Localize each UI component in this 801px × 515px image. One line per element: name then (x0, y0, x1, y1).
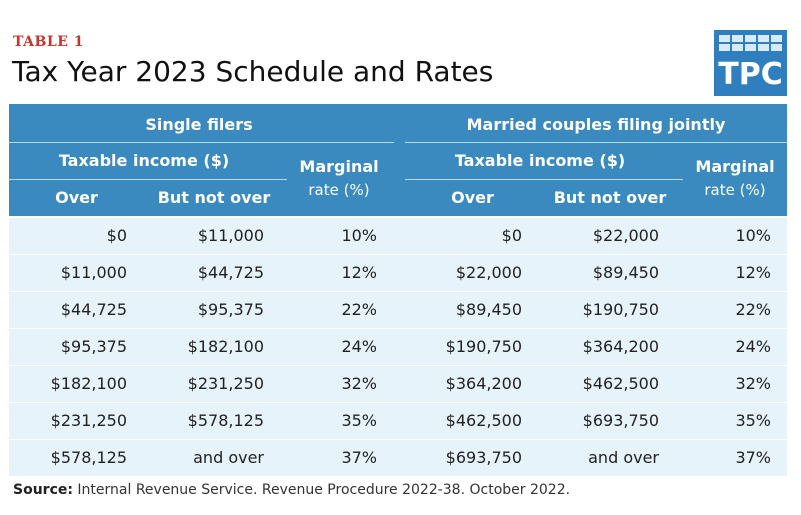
cell-married-over: $0 (501, 226, 522, 245)
cell-single-over: $0 (106, 226, 127, 245)
logo-grid-icon (719, 35, 782, 51)
col-group-taxable-income-married: Taxable income ($) (454, 151, 626, 170)
cell-single-over: $578,125 (50, 448, 127, 467)
cell-married-rate: 24% (735, 337, 771, 356)
cell-married-rate: 32% (735, 374, 771, 393)
table-number-label: TABLE 1 (13, 34, 84, 50)
table-row: $0 $11,000 10% $0 $22,000 10% (9, 218, 787, 254)
source-text: Internal Revenue Service. Revenue Proced… (72, 482, 571, 498)
cell-single-over: $231,250 (50, 411, 127, 430)
tpc-logo: TPC (714, 30, 787, 96)
table-row: $11,000 $44,725 12% $22,000 $89,450 12% (9, 255, 787, 291)
cell-single-rate: 10% (341, 226, 377, 245)
cell-married-not-over: $693,750 (582, 411, 659, 430)
cell-single-over: $182,100 (50, 374, 127, 393)
source-note: Source: Internal Revenue Service. Revenu… (13, 482, 570, 498)
cell-married-rate: 12% (735, 263, 771, 282)
cell-single-rate: 12% (341, 263, 377, 282)
col-header-rate-single: rate (%) (308, 181, 370, 199)
cell-single-not-over: $95,375 (197, 300, 264, 319)
cell-married-rate: 10% (735, 226, 771, 245)
cell-married-over: $364,200 (445, 374, 522, 393)
divider (405, 142, 787, 143)
cell-single-not-over: $578,125 (187, 411, 264, 430)
divider (9, 142, 394, 143)
cell-married-rate: 35% (735, 411, 771, 430)
col-header-but-not-over-married: But not over (553, 188, 667, 207)
cell-single-rate: 37% (341, 448, 377, 467)
cell-married-over: $190,750 (445, 337, 522, 356)
col-header-over-married: Over (451, 188, 494, 207)
cell-single-over: $44,725 (60, 300, 127, 319)
col-header-but-not-over-single: But not over (157, 188, 271, 207)
col-header-marginal-single: Marginal (299, 157, 379, 176)
cell-married-over: $693,750 (445, 448, 522, 467)
source-label: Source: (13, 482, 73, 498)
cell-single-not-over: $11,000 (197, 226, 264, 245)
cell-single-not-over: $44,725 (197, 263, 264, 282)
cell-single-rate: 32% (341, 374, 377, 393)
cell-single-not-over: $182,100 (187, 337, 264, 356)
col-header-over-single: Over (55, 188, 98, 207)
divider (405, 179, 683, 180)
cell-married-rate: 22% (735, 300, 771, 319)
cell-single-over: $95,375 (60, 337, 127, 356)
cell-single-rate: 35% (341, 411, 377, 430)
group-header-married: Married couples filing jointly (466, 115, 726, 134)
table-row: $95,375 $182,100 24% $190,750 $364,200 2… (9, 329, 787, 365)
table-row: $578,125 and over 37% $693,750 and over … (9, 440, 787, 476)
cell-married-not-over: $89,450 (592, 263, 659, 282)
cell-married-not-over: $190,750 (582, 300, 659, 319)
col-header-rate-married: rate (%) (704, 181, 766, 199)
cell-married-over: $462,500 (445, 411, 522, 430)
cell-married-not-over: $462,500 (582, 374, 659, 393)
divider (9, 179, 287, 180)
table-row: $44,725 $95,375 22% $89,450 $190,750 22% (9, 292, 787, 328)
table-row: $231,250 $578,125 35% $462,500 $693,750 … (9, 403, 787, 439)
cell-married-not-over: and over (588, 448, 659, 467)
cell-single-rate: 22% (341, 300, 377, 319)
table-row: $182,100 $231,250 32% $364,200 $462,500 … (9, 366, 787, 402)
cell-single-rate: 24% (341, 337, 377, 356)
col-header-marginal-married: Marginal (695, 157, 775, 176)
table-header: Single filers Taxable income ($) Over Bu… (9, 104, 787, 216)
cell-single-not-over: $231,250 (187, 374, 264, 393)
page-title: Tax Year 2023 Schedule and Rates (12, 55, 494, 88)
col-group-taxable-income-single: Taxable income ($) (58, 151, 230, 170)
cell-married-not-over: $364,200 (582, 337, 659, 356)
cell-married-not-over: $22,000 (592, 226, 659, 245)
cell-married-rate: 37% (735, 448, 771, 467)
cell-married-over: $22,000 (455, 263, 522, 282)
cell-single-not-over: and over (193, 448, 264, 467)
logo-text: TPC (718, 57, 783, 92)
tax-rate-table: Single filers Taxable income ($) Over Bu… (9, 104, 787, 476)
group-header-single: Single filers (145, 115, 253, 134)
cell-married-over: $89,450 (455, 300, 522, 319)
cell-single-over: $11,000 (60, 263, 127, 282)
